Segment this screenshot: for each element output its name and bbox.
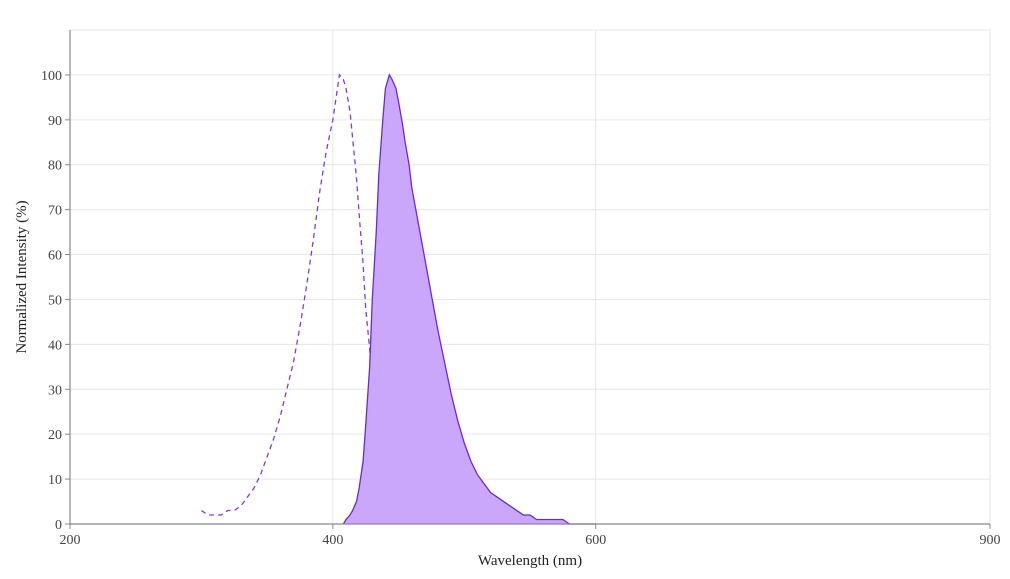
- x-axis-label: Wavelength (nm): [478, 553, 582, 569]
- emission-line: [342, 73, 596, 525]
- y-tick-label-50: 50: [48, 293, 62, 308]
- y-tick-label-40: 40: [48, 338, 62, 353]
- x-tick-label-400: 400: [322, 533, 343, 548]
- grid: [70, 29, 991, 524]
- y-tick-label-10: 10: [48, 473, 62, 488]
- x-tick-label-200: 200: [60, 533, 81, 548]
- y-tick-label-80: 80: [48, 159, 62, 174]
- y-tick-label-100: 100: [41, 69, 62, 84]
- y-tick-label-90: 90: [48, 114, 62, 129]
- y-axis-label: Normalized Intensity (%): [14, 200, 30, 353]
- tick-labels: 0 10 20 30 40 50 60 70 80 90 100 200 400 600 900: [41, 69, 1001, 548]
- x-tick-label-900: 900: [980, 533, 1001, 548]
- series-layer: [201, 73, 596, 525]
- emission-area: [343, 74, 596, 524]
- y-tick-label-70: 70: [48, 204, 62, 219]
- y-tick-label-60: 60: [48, 249, 62, 264]
- y-tick-label-0: 0: [55, 518, 62, 533]
- y-tick-label-20: 20: [48, 428, 62, 443]
- x-tick-label-600: 600: [585, 533, 606, 548]
- axes: [65, 30, 991, 529]
- y-tick-label-30: 30: [48, 383, 62, 398]
